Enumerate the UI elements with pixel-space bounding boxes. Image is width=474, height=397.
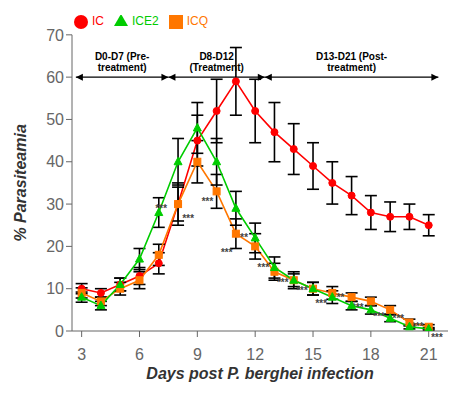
svg-text:60: 60 [46, 69, 64, 86]
svg-text:Days post P. berghei infection: Days post P. berghei infection [146, 365, 374, 382]
svg-text:70: 70 [46, 27, 64, 44]
svg-text:6: 6 [135, 346, 144, 363]
svg-text:0: 0 [55, 323, 64, 340]
svg-text:D13-D21 (Post-treatment): D13-D21 (Post-treatment) [316, 51, 387, 73]
svg-text:D8-D12(Treatment): D8-D12(Treatment) [189, 51, 243, 73]
svg-text:***: *** [201, 196, 214, 207]
html-text:ICE2: ICE2 [132, 14, 159, 28]
svg-text:***: *** [392, 313, 405, 324]
svg-text:15: 15 [304, 346, 322, 363]
svg-text:***: *** [182, 213, 195, 224]
svg-text:18: 18 [362, 346, 380, 363]
svg-text:***: *** [220, 247, 233, 258]
svg-text:***: *** [431, 332, 444, 343]
html-text:ICQ: ICQ [186, 14, 208, 28]
svg-text:***: *** [296, 285, 309, 296]
svg-text:50: 50 [46, 111, 64, 128]
svg-text:40: 40 [46, 153, 64, 170]
svg-text:21: 21 [420, 346, 438, 363]
svg-text:% Parasiteamia: % Parasiteamia [12, 124, 29, 242]
svg-text:20: 20 [46, 238, 64, 255]
html-text:IC: IC [92, 14, 104, 28]
svg-text:***: *** [276, 277, 289, 288]
svg-text:12: 12 [246, 346, 264, 363]
svg-text:30: 30 [46, 196, 64, 213]
svg-text:D0-D7 (Pre-treatment): D0-D7 (Pre-treatment) [95, 51, 149, 73]
svg-text:9: 9 [193, 346, 202, 363]
svg-text:***: *** [257, 262, 270, 273]
svg-text:3: 3 [77, 346, 86, 363]
svg-text:***: *** [315, 298, 328, 309]
svg-text:10: 10 [46, 280, 64, 297]
